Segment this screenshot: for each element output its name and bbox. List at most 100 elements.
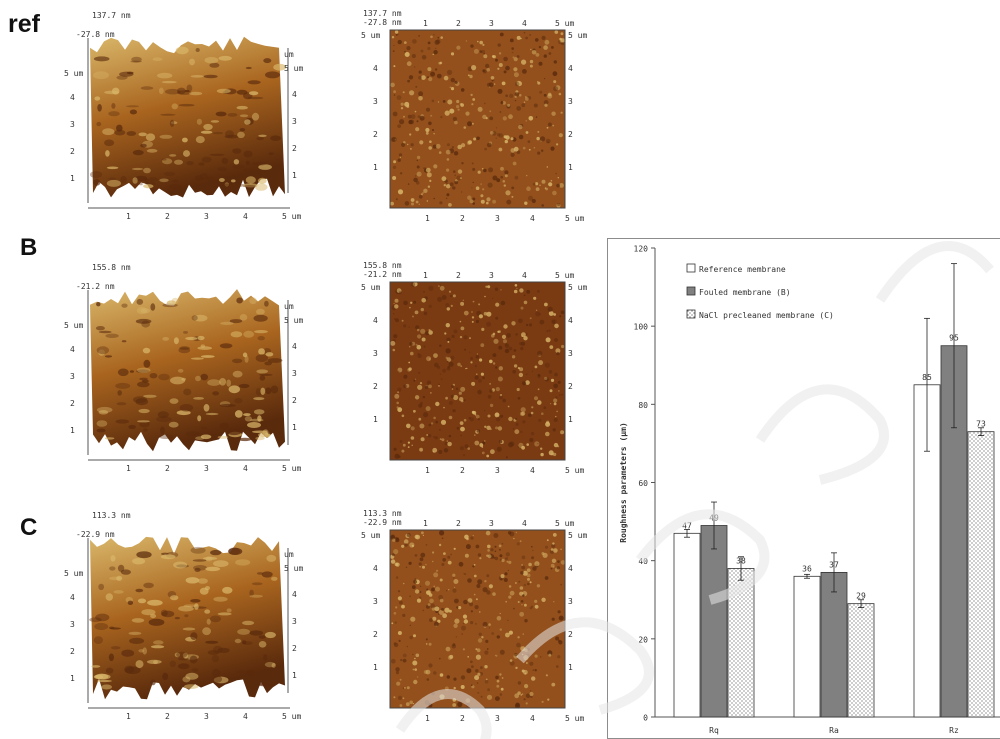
afm-tick-label: 4 <box>70 593 75 602</box>
afm-3d-panel: 113.3 nm -22.9 nm 5 um 4 3 2 1 um 5 um 4 3 2 1 1 2 3 4 5 … <box>64 511 303 721</box>
afm-tick-label: 5 um <box>282 212 301 221</box>
afm-max-height: 137.7 nm <box>92 11 131 20</box>
afm-tick-label: 5 um <box>361 31 380 40</box>
afm-tick-label: 1 <box>126 712 131 721</box>
row-label-c: C <box>20 514 38 541</box>
afm-tick-label: 5 um <box>282 464 301 473</box>
afm-tick-label: 3 <box>204 212 209 221</box>
roughness-bar-chart: 0 20 40 60 80 100 120 Roughness parameters (µm)… <box>607 238 1000 739</box>
afm-axis-label: 5 um <box>64 321 83 330</box>
x-tick-label: Rz <box>949 726 959 735</box>
afm-tick-label: 2 <box>292 644 297 653</box>
afm-max-height: 155.8 nm <box>363 261 402 270</box>
afm-tick-label: 5 um <box>282 712 301 721</box>
afm-tick-label: 4 <box>373 564 378 573</box>
afm-tick-label: 2 <box>568 630 573 639</box>
afm-tick-label: 3 <box>70 120 75 129</box>
afm-tick-label: 2 <box>373 630 378 639</box>
afm-tick-label: 1 <box>425 214 430 223</box>
y-tick-label: 20 <box>638 635 648 644</box>
afm-tick-label: 2 <box>292 396 297 405</box>
afm-tick-label: 5 um <box>565 214 584 223</box>
data-label: 37 <box>829 560 839 569</box>
afm-tick-label: 4 <box>243 712 248 721</box>
afm-tick-label: 3 <box>204 464 209 473</box>
afm-tick-label: 2 <box>165 212 170 221</box>
afm-tick-label: 4 <box>292 342 297 351</box>
afm-axis-label: um <box>284 302 294 311</box>
afm-tick-label: 2 <box>456 271 461 280</box>
afm-tick-label: 1 <box>292 423 297 432</box>
afm-tick-label: 1 <box>568 163 573 172</box>
afm-min-height: -27.8 nm <box>363 18 402 27</box>
afm-tick-label: 3 <box>568 97 573 106</box>
afm-tick-label: 4 <box>522 271 527 280</box>
afm-3d-panel: 155.8 nm -21.2 nm 5 um 4 3 2 1 um 5 um 4 3 2 1 1 2 3 4 5 … <box>64 263 303 473</box>
afm-tick-label: 1 <box>126 464 131 473</box>
afm-tick-label: 1 <box>292 171 297 180</box>
afm-tick-label: 1 <box>425 714 430 723</box>
afm-tick-label: 3 <box>489 271 494 280</box>
afm-tick-label: 3 <box>495 714 500 723</box>
afm-topview-panel: 155.8 nm-21.2 nm 1 2 3 4 5 um 5 um 4 3 2 1 5 um 4 3 2 1… <box>361 261 587 475</box>
afm-tick-label: 2 <box>70 147 75 156</box>
bar <box>967 431 995 718</box>
afm-tick-label: 4 <box>530 714 535 723</box>
afm-max-height: 113.3 nm <box>363 509 402 518</box>
afm-tick-label: 4 <box>568 64 573 73</box>
afm-max-height: 137.7 nm <box>363 9 402 18</box>
data-label: 36 <box>802 564 812 573</box>
afm-tick-label: 1 <box>292 671 297 680</box>
afm-tick-label: 5 um <box>565 714 584 723</box>
afm-3d-surface <box>90 536 285 700</box>
bar <box>793 575 821 718</box>
afm-tick-label: 3 <box>70 620 75 629</box>
y-tick-label: 80 <box>638 401 648 410</box>
afm-tick-label: 2 <box>460 466 465 475</box>
afm-tick-label: 3 <box>568 597 573 606</box>
legend-label: Fouled membrane (B) <box>699 288 791 297</box>
afm-min-height: -27.8 nm <box>76 30 115 39</box>
afm-tick-label: 4 <box>530 466 535 475</box>
afm-tick-label: 2 <box>460 214 465 223</box>
afm-tick-label: 2 <box>373 130 378 139</box>
afm-axis-label: 5 um <box>64 569 83 578</box>
bar <box>847 603 875 718</box>
afm-min-height: -22.9 nm <box>363 518 402 527</box>
afm-tick-label: 4 <box>522 519 527 528</box>
afm-tick-label: 2 <box>373 382 378 391</box>
afm-tick-label: 5 um <box>555 271 574 280</box>
afm-tick-label: 1 <box>568 415 573 424</box>
afm-tick-label: 2 <box>568 130 573 139</box>
afm-tick-label: 1 <box>126 212 131 221</box>
afm-tick-label: 3 <box>292 117 297 126</box>
afm-tick-label: 4 <box>373 64 378 73</box>
afm-tick-label: 5 um <box>568 531 587 540</box>
afm-tick-label: 5 um <box>555 519 574 528</box>
afm-tick-label: 3 <box>495 466 500 475</box>
afm-min-height: -22.9 nm <box>76 530 115 539</box>
afm-tick-label: 3 <box>489 19 494 28</box>
afm-tick-label: 1 <box>568 663 573 672</box>
afm-tick-label: 3 <box>568 349 573 358</box>
afm-tick-label: 4 <box>243 212 248 221</box>
afm-tick-label: 1 <box>423 271 428 280</box>
afm-tick-label: 2 <box>568 382 573 391</box>
afm-tick-label: 2 <box>456 519 461 528</box>
afm-tick-label: 1 <box>373 663 378 672</box>
afm-tick-label: 4 <box>70 345 75 354</box>
afm-tick-label: 5 um <box>361 283 380 292</box>
afm-tick-label: 3 <box>292 369 297 378</box>
afm-tick-label: 5 um <box>565 466 584 475</box>
legend-swatch <box>686 286 696 296</box>
afm-tick-label: 3 <box>70 372 75 381</box>
legend-swatch <box>686 309 696 319</box>
afm-tick-label: 1 <box>423 19 428 28</box>
afm-topview-panel: 137.7 nm-27.8 nm 1 2 3 4 5 um 5 um 4 3 2 1 5 um 4 3 2 1… <box>361 9 587 223</box>
afm-tick-label: 4 <box>292 590 297 599</box>
y-axis-label: Roughness parameters (µm) <box>619 422 628 542</box>
afm-tick-label: 1 <box>70 674 75 683</box>
afm-tick-label: 4 <box>568 564 573 573</box>
legend-swatch <box>686 263 696 273</box>
afm-axis-label: 5 um <box>284 564 303 573</box>
